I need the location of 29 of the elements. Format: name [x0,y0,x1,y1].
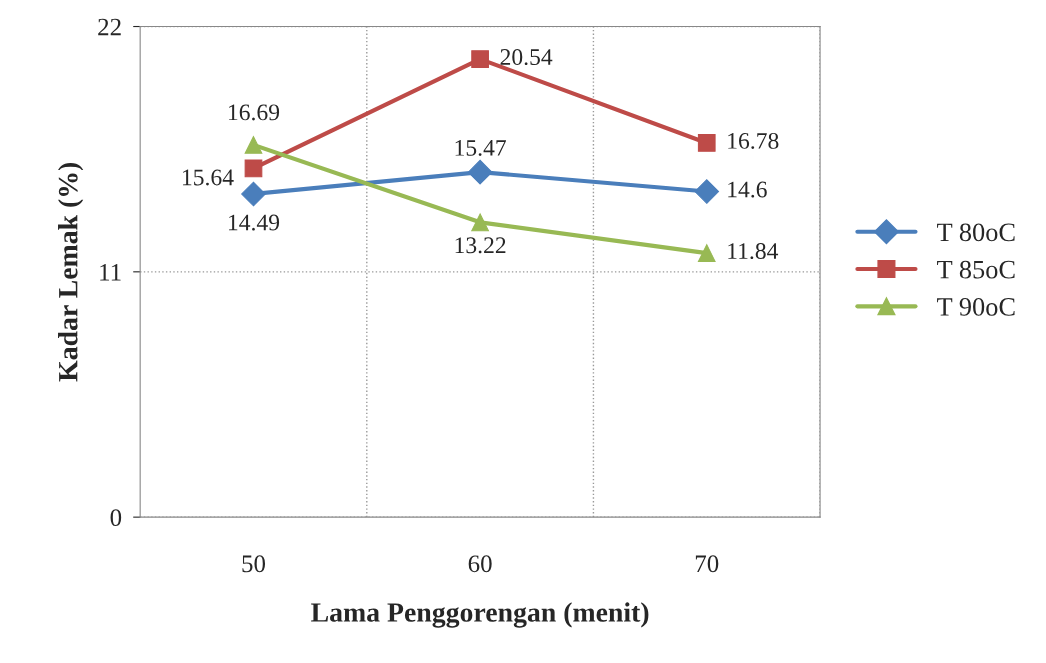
point [471,213,489,232]
point [694,179,720,204]
y-tick-label: 0 [110,509,122,527]
x-axis-title: Lama Penggorengan (menit) [311,602,649,628]
data-label: 14.6 [728,181,767,198]
point [241,181,266,207]
point [471,50,489,68]
y-axis-title: Kadar Lemak (%) [58,162,84,382]
legend-label: T 80oC [937,223,1015,242]
point [467,159,493,185]
point [697,244,716,262]
data-label: 15.47 [455,140,506,156]
data-label: 16.78 [728,132,779,149]
x-tick-label: 60 [468,555,492,573]
data-label: 20.54 [500,49,553,66]
point [244,159,263,178]
y-tick-label: 22 [98,18,121,36]
data-label: 11.84 [728,243,779,260]
data-label: 15.64 [182,169,234,186]
data-label: 13.22 [455,237,506,254]
legend-label: T 85oC [937,260,1015,279]
y-tick-label: 11 [100,264,121,281]
legend-label: T 90oC [937,297,1015,316]
x-tick-label: 50 [242,555,266,573]
data-label: 16.69 [229,104,280,121]
data-label: 14.49 [229,214,280,231]
point [244,136,263,154]
point [697,134,716,152]
x-tick-label: 70 [695,555,719,573]
